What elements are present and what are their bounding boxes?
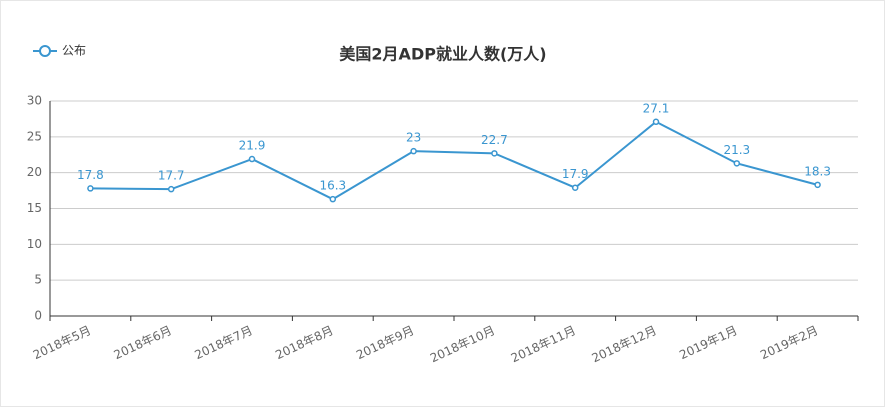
y-tick-label: 0 [34,309,42,323]
data-label: 17.9 [562,167,589,181]
legend-icon-dot [39,45,51,57]
chart-title: 美国2月ADP就业人数(万人) [339,45,546,64]
y-tick-label: 10 [27,237,42,251]
data-label: 17.8 [77,168,104,182]
data-label: 18.3 [804,164,831,178]
data-label: 23 [406,131,421,145]
point [571,184,579,191]
point [410,147,417,155]
y-tick-label: 5 [34,273,42,287]
y-tick-label: 15 [27,201,42,215]
y-tick-label: 30 [27,94,42,108]
data-label: 21.3 [723,143,750,157]
data-label: 22.7 [481,133,508,147]
y-tick-label: 25 [27,129,42,143]
data-label: 16.3 [319,179,346,193]
data-label: 17.7 [158,169,185,183]
point [329,195,337,203]
legend-label: 公布 [62,44,86,58]
data-label: 21.9 [239,139,266,153]
point [87,185,94,192]
point [491,150,498,157]
point [248,155,256,163]
data-label: 27.1 [643,101,670,115]
point [652,118,660,126]
point [167,185,175,193]
y-tick-label: 20 [27,165,42,179]
line [90,120,818,201]
point [733,160,741,167]
point [814,181,821,189]
